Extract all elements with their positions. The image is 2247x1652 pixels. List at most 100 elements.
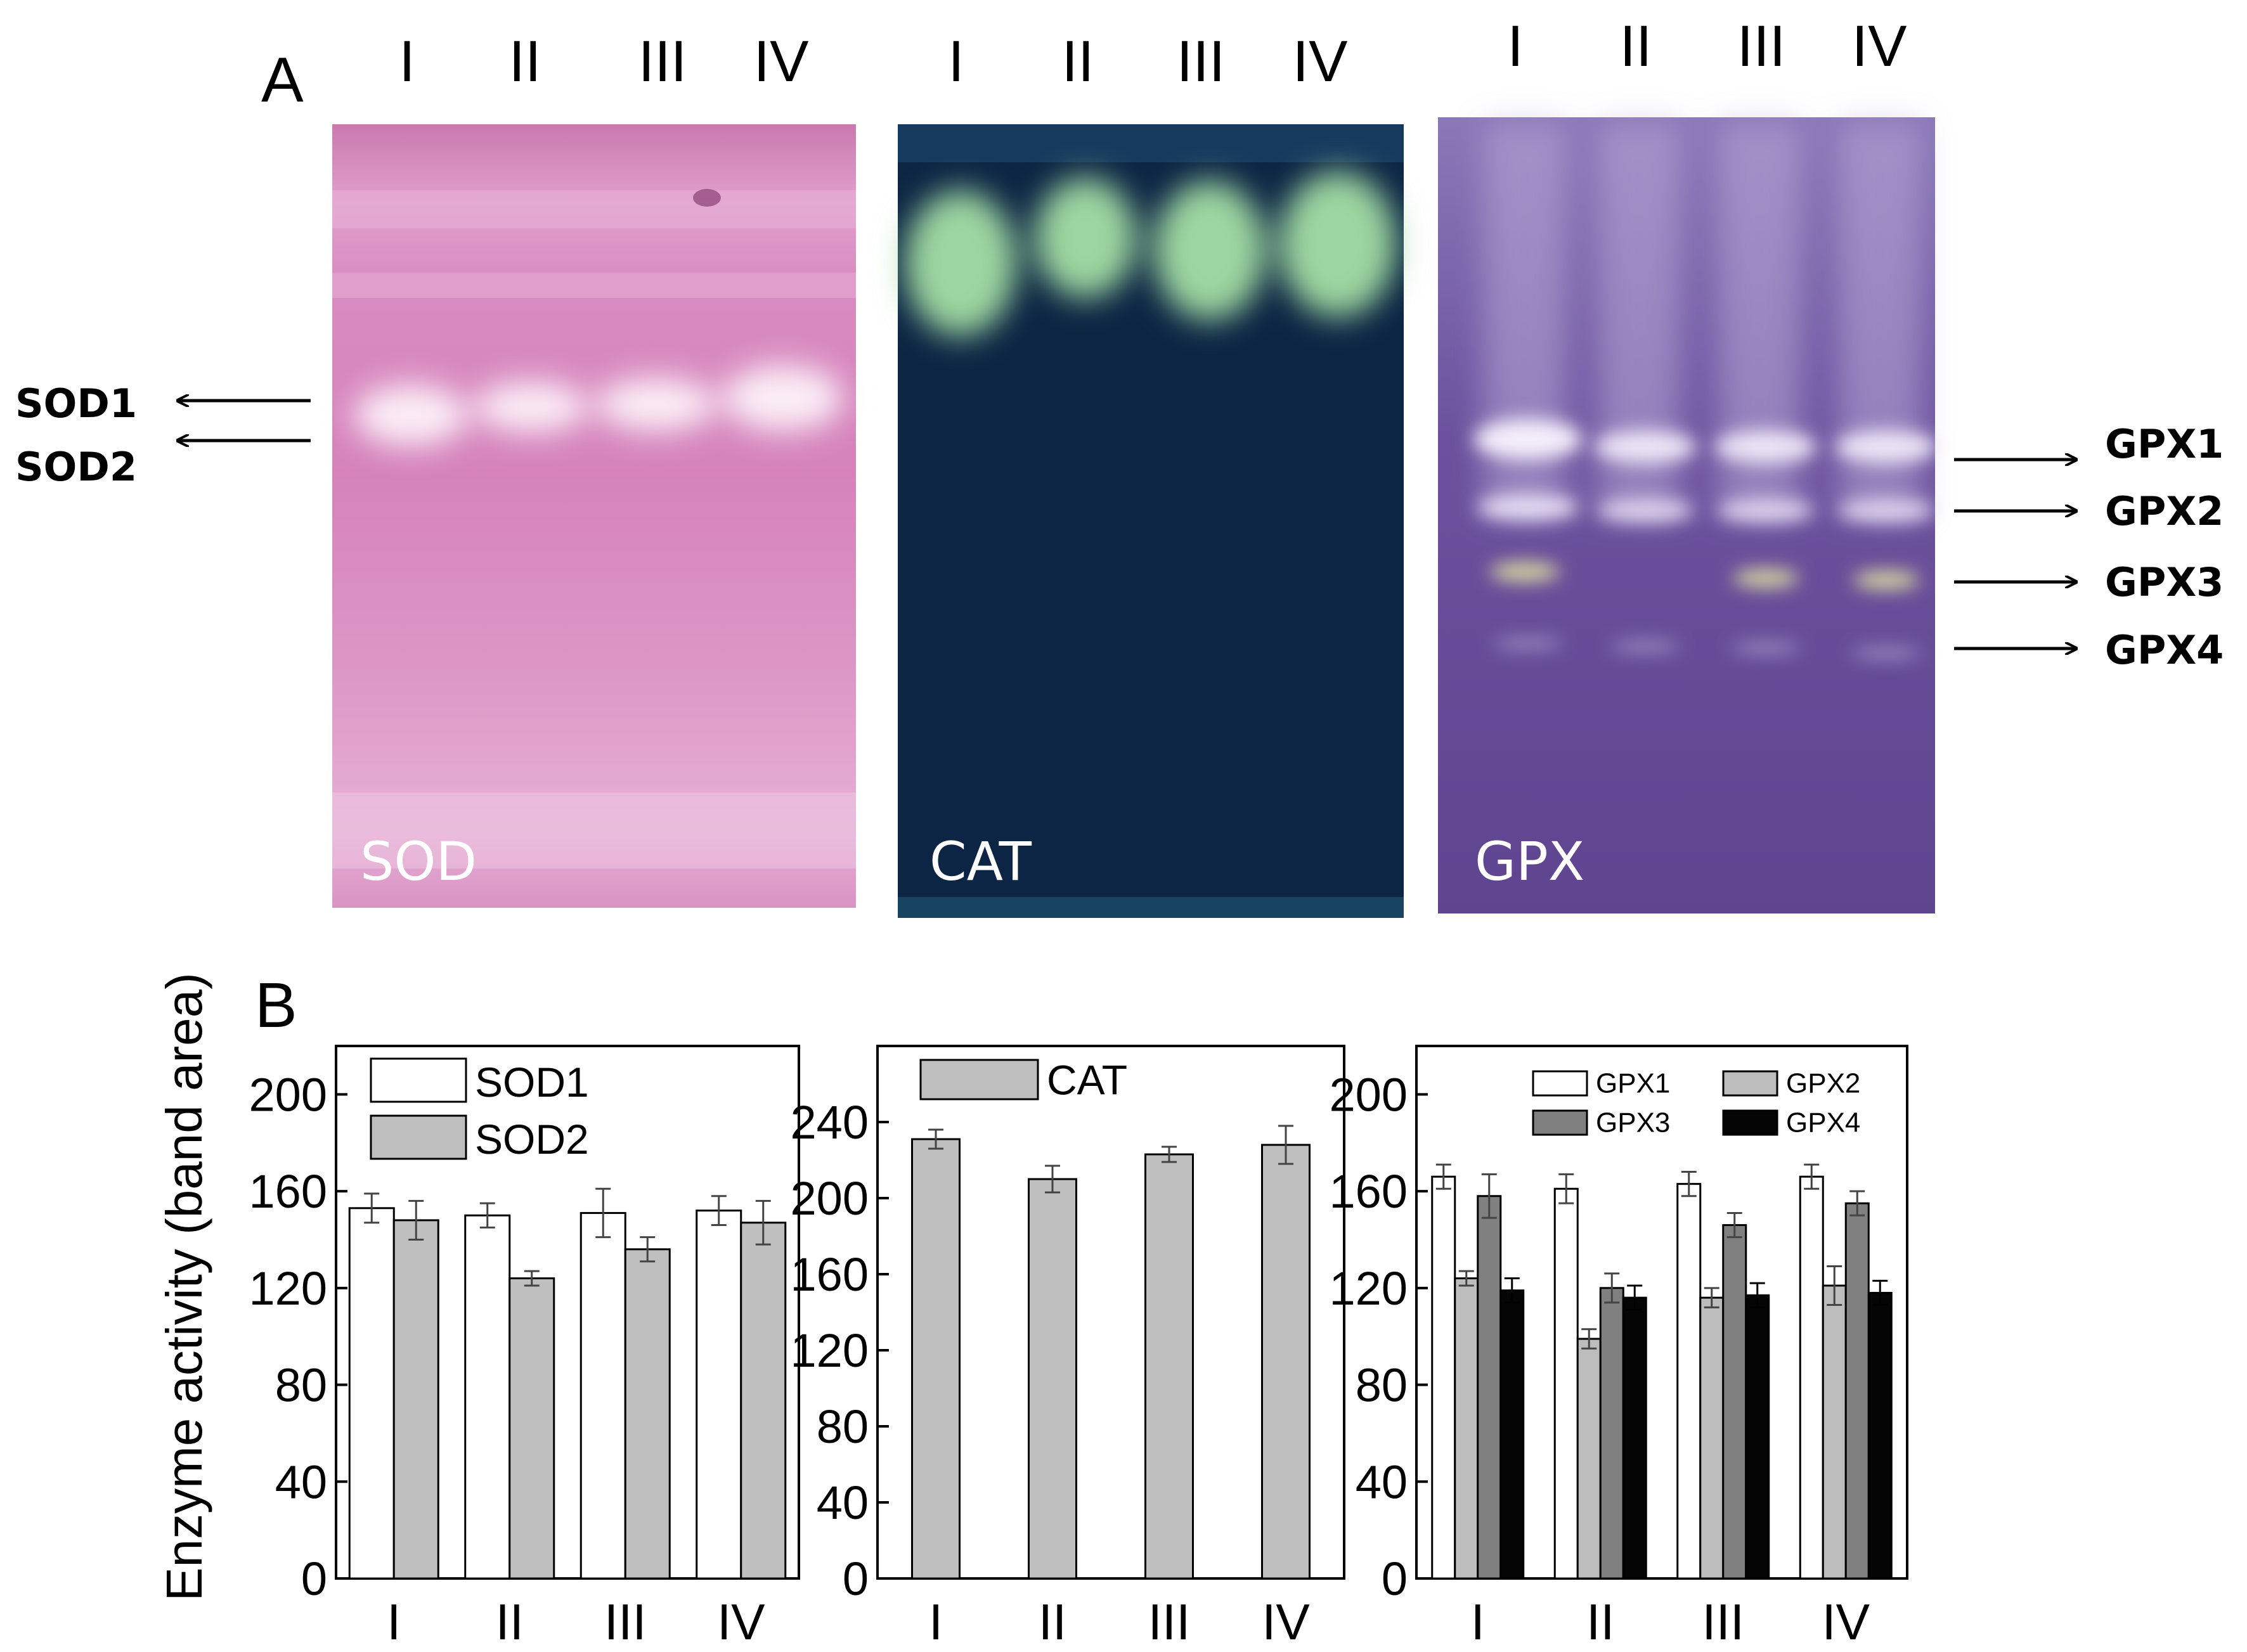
sod-gel: SOD [332, 124, 856, 908]
bar-gpx2 [1454, 1277, 1479, 1580]
bar-sod1 [696, 1210, 742, 1580]
bar-gpx3 [1599, 1287, 1624, 1580]
y-tick-label: 160 [1330, 1165, 1408, 1218]
sod-markers: SOD1 SOD2 [15, 380, 311, 490]
y-tick-label: 160 [249, 1165, 327, 1218]
cat-lane-label: IV [1293, 29, 1348, 94]
cat-bands [905, 171, 1396, 336]
cat-lane-label: III [1177, 29, 1226, 94]
legend-swatch-sod1 [370, 1057, 467, 1103]
bar-gpx4 [1867, 1291, 1893, 1580]
bar-sod2 [508, 1277, 555, 1580]
bar-gpx1 [1676, 1183, 1702, 1580]
sod-lane-label: II [508, 29, 541, 94]
gpx-bands [1474, 419, 1937, 658]
bar-gpx1 [1553, 1187, 1579, 1580]
y-tick-label: 0 [301, 1552, 327, 1605]
cat-gel: CAT [898, 124, 1404, 918]
y-tick-label: 80 [817, 1400, 869, 1453]
plot-frame [335, 1045, 800, 1580]
y-tick-label: 120 [791, 1324, 869, 1377]
x-tick-label: IV [717, 1594, 765, 1650]
cat-lane-label: I [948, 29, 964, 94]
sod-lane-label: IV [754, 29, 809, 94]
bar-gpx3 [1844, 1202, 1870, 1580]
bar-sod2 [624, 1248, 671, 1580]
sod-lane-label: I [399, 29, 415, 94]
cat-lane-label: II [1061, 29, 1094, 94]
y-tick-label: 240 [791, 1096, 869, 1149]
y-tick-label: 200 [249, 1068, 327, 1121]
y-tick-label: 120 [249, 1262, 327, 1315]
y-tick-label: 40 [1356, 1455, 1408, 1508]
sod1-marker-label: SOD1 [15, 380, 137, 427]
sod-lane-label: III [638, 29, 687, 94]
y-tick-label: 40 [817, 1476, 869, 1529]
legend-label-gpx4: GPX4 [1786, 1107, 1860, 1138]
bar-sod1 [348, 1207, 395, 1580]
legend-swatch-gpx1 [1532, 1070, 1588, 1097]
panel-b-label: B [255, 970, 297, 1041]
plot-frame [876, 1045, 1345, 1580]
y-tick-label: 40 [275, 1455, 327, 1508]
y-tick-label: 200 [1330, 1068, 1408, 1121]
y-tick-label: 0 [1382, 1552, 1408, 1605]
legend-label-sod2: SOD2 [475, 1116, 589, 1163]
bar-sod2 [740, 1222, 787, 1580]
y-tick-label: 120 [1330, 1262, 1408, 1315]
sod-gel-label: SOD [360, 830, 477, 893]
x-tick-label: III [1148, 1594, 1191, 1650]
x-tick-label: IV [1262, 1594, 1310, 1650]
gpx3-marker-label: GPX3 [2105, 559, 2224, 605]
y-tick-label: 80 [275, 1359, 327, 1412]
bar-sod1 [464, 1214, 511, 1580]
gpx-lane-label: III [1737, 14, 1786, 79]
x-tick-label: II [496, 1594, 524, 1650]
x-tick-label: II [1586, 1594, 1614, 1650]
gpx-gel-label: GPX [1475, 830, 1584, 893]
y-tick-label: 80 [1356, 1359, 1408, 1412]
panel-a-label: A [261, 44, 304, 115]
legend-swatch-gpx3 [1532, 1109, 1588, 1136]
gpx-gel: GPX [1438, 117, 1937, 913]
legend-swatch-gpx2 [1722, 1070, 1778, 1097]
cat-gel-label: CAT [929, 830, 1032, 893]
x-tick-label: III [1702, 1594, 1744, 1650]
bar-cat [911, 1138, 961, 1580]
gpx1-marker-label: GPX1 [2105, 421, 2224, 467]
plot-frame [1415, 1045, 1908, 1580]
bar-gpx4 [1745, 1294, 1770, 1580]
x-tick-label: IV [1822, 1594, 1870, 1650]
x-tick-label: I [1471, 1594, 1485, 1650]
legend-label-gpx3: GPX3 [1596, 1107, 1670, 1138]
gpx-markers: GPX1 GPX2 GPX3 GPX4 [1954, 421, 2224, 673]
y-axis-label: Enzyme activity (band area) [156, 972, 212, 1601]
bar-gpx4 [1499, 1289, 1525, 1580]
legend-label-gpx2: GPX2 [1786, 1068, 1860, 1099]
bar-gpx3 [1722, 1224, 1747, 1580]
x-tick-label: II [1039, 1594, 1066, 1650]
legend-label-cat: CAT [1047, 1057, 1127, 1104]
y-tick-label: 0 [843, 1552, 869, 1605]
gpx-lane-label: II [1619, 14, 1652, 79]
gpx-lane-label: I [1507, 14, 1524, 79]
sod2-marker-label: SOD2 [15, 444, 137, 490]
legend-label-gpx1: GPX1 [1596, 1068, 1670, 1099]
gpx2-marker-label: GPX2 [2105, 488, 2224, 534]
bar-sod2 [392, 1219, 439, 1580]
bar-gpx1 [1799, 1175, 1824, 1580]
legend-swatch-gpx4 [1722, 1109, 1778, 1136]
legend-swatch-sod2 [370, 1114, 467, 1160]
sod-bands [354, 365, 843, 446]
legend-swatch-cat [919, 1059, 1039, 1100]
bar-gpx2 [1699, 1296, 1725, 1580]
bar-cat [1028, 1178, 1077, 1580]
x-tick-label: I [387, 1594, 401, 1650]
y-tick-label: 160 [791, 1248, 869, 1301]
bar-gpx4 [1622, 1296, 1647, 1580]
